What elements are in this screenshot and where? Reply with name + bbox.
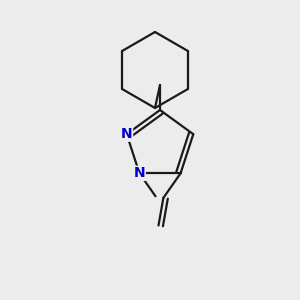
Text: N: N [121,127,133,141]
Text: N: N [134,166,145,180]
